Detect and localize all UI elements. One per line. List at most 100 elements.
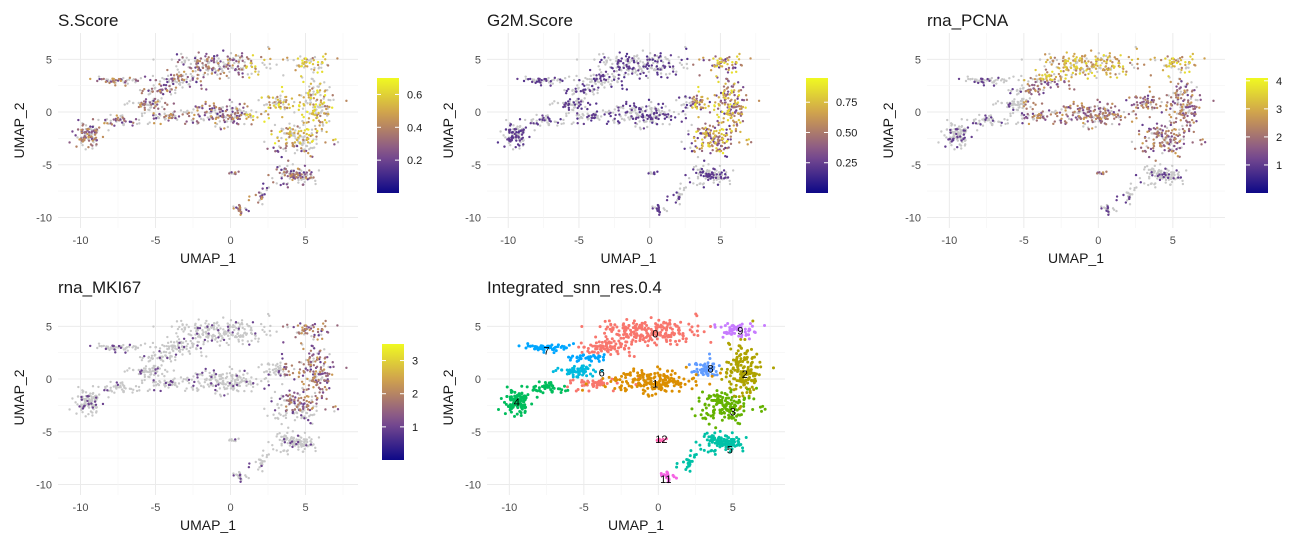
cell-point-na [1176,101,1179,104]
cell-point-na [237,321,240,325]
cell-point [1100,58,1103,61]
cell-point [1166,134,1169,137]
cell-point [1143,95,1147,99]
cell-point [691,102,694,106]
cell-point-na [305,411,309,415]
cell-point [666,195,669,198]
cell-point-na [250,109,253,112]
cell-point [247,115,250,119]
cell-point [696,136,699,140]
cell-point [705,134,708,137]
cell-point [734,110,737,114]
cell-point [273,142,277,145]
cell-point-na [523,118,527,122]
cell-point [522,143,525,146]
cell-point-na [1110,109,1113,113]
x-tick-label: -10 [941,235,957,247]
legend-colorbar: 0.20.40.6 [377,78,422,193]
cell-point-na [276,403,279,407]
cell-point-na [524,77,528,81]
cell-point [1182,142,1186,146]
cell-point-na [221,379,225,383]
cell-point [306,65,309,68]
cell-point [308,103,312,106]
cell-point-na [226,392,230,396]
cell-point-na [974,118,977,121]
cell-point-na [950,124,953,127]
cell-point-na [1013,98,1016,101]
x-tick-label: 0 [1095,235,1101,247]
cell-point [734,129,738,133]
cell-point-na [244,377,248,381]
cell-point-na [1048,52,1051,56]
cell-point-na [592,73,595,77]
cell-point-na [282,147,285,151]
cell-point [622,62,625,65]
cell-point [1104,123,1108,126]
cell-point [241,72,244,75]
cell-point [285,142,288,145]
cell-point [1173,110,1177,114]
cell-point [1149,58,1152,61]
cell-point [1164,132,1167,135]
cell-point [715,75,718,78]
cell-point-na [572,78,576,82]
cell-point [659,52,662,55]
cell-point [1117,59,1121,63]
cell-point-na [579,115,583,119]
cell-point-na [80,141,83,145]
scatter-points [68,45,348,217]
cell-point [295,138,299,142]
cell-point [716,119,719,123]
cell-point [102,77,105,81]
cell-point-na [276,365,280,368]
cell-point [1049,78,1052,81]
cell-point [724,96,727,100]
cell-point [1099,121,1103,124]
cell-point-na [231,377,234,380]
cell-point-na [222,328,225,331]
cell-point-na [1160,100,1163,104]
cell-point [984,118,987,121]
cell-point [1179,103,1182,106]
cell-point [659,54,662,58]
cell-point [86,132,89,136]
cell-point-na [328,120,331,123]
cell-point-na [179,376,183,379]
cell-point [697,90,700,93]
cell-point [1146,130,1149,134]
cell-point [319,82,322,85]
cell-point [655,111,659,115]
cell-point [219,72,222,76]
cell-point [622,66,625,70]
cell-point [143,103,146,107]
cell-point [1040,102,1044,105]
cell-point-na [654,68,657,72]
cell-point [986,77,989,81]
cell-point [287,103,290,106]
cell-point [1185,119,1188,122]
cell-point-na [619,115,622,118]
cell-point [1167,147,1170,150]
cell-point [612,70,616,73]
cell-point [172,78,176,81]
cell-point [196,73,199,77]
cell-point-na [250,72,253,75]
cell-point-na [715,169,718,172]
cell-point [697,115,700,119]
cell-point [152,112,155,115]
cell-point [1081,71,1085,74]
cell-point [638,106,641,110]
cell-point-na [991,122,994,126]
cell-point [1030,92,1033,96]
cell-point [729,103,732,106]
cell-point-na [158,367,161,370]
cell-point-na [1019,87,1022,90]
cell-point [1160,124,1163,127]
cell-point-na [293,111,296,114]
cell-point [1071,113,1075,117]
cell-point-na [717,177,721,181]
cell-point [1092,109,1095,113]
cell-point [1072,55,1075,58]
